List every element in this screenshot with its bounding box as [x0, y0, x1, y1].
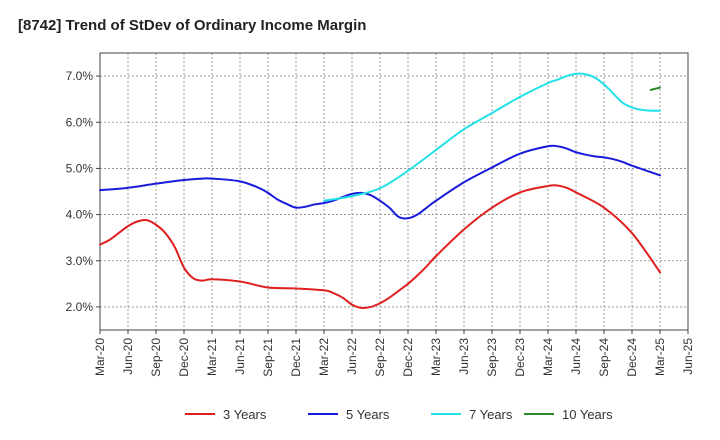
legend-label-7-years: 7 Years	[469, 407, 513, 422]
legend-label-10-years: 10 Years	[562, 407, 613, 422]
y-tick-label: 5.0%	[66, 161, 94, 175]
x-tick-label: Jun-20	[121, 338, 135, 375]
x-tick-label: Dec-20	[177, 338, 191, 377]
y-tick-label: 2.0%	[66, 300, 94, 314]
series-line-5-years	[99, 144, 661, 220]
x-tick-label: Jun-23	[457, 338, 471, 375]
x-tick-label: Mar-22	[317, 338, 331, 376]
legend: 3 Years 5 Years 7 Years 10 Years	[185, 407, 613, 422]
y-tick-label: 7.0%	[66, 69, 94, 83]
x-tick-label: Mar-23	[429, 338, 443, 376]
legend-label-3-years: 3 Years	[223, 407, 267, 422]
x-tick-label: Mar-20	[93, 338, 107, 376]
x-tick-label: Sep-20	[149, 338, 163, 377]
legend-label-5-years: 5 Years	[346, 407, 390, 422]
y-tick-label: 6.0%	[66, 115, 94, 129]
x-tick-label: Mar-24	[541, 338, 555, 376]
x-tick-label: Sep-23	[485, 338, 499, 377]
series-line-7-years	[323, 72, 661, 202]
x-tick-label: Mar-21	[205, 338, 219, 376]
grid	[100, 53, 688, 330]
plot-frame	[99, 52, 689, 331]
series-lines	[99, 72, 661, 309]
x-tick-label: Sep-24	[597, 338, 611, 377]
chart-title: [8742] Trend of StDev of Ordinary Income…	[18, 17, 366, 34]
x-tick-label: Dec-22	[401, 338, 415, 377]
x-tick-label: Jun-22	[345, 338, 359, 375]
x-tick-label: Sep-22	[373, 338, 387, 377]
x-tick-label: Mar-25	[653, 338, 667, 376]
x-tick-label: Dec-24	[625, 338, 639, 377]
series-line-3-years	[99, 184, 661, 309]
x-tick-label: Jun-21	[233, 338, 247, 375]
x-tick-label: Jun-25	[681, 338, 695, 375]
axes: 2.0% 3.0% 4.0% 5.0% 6.0% 7.0% Mar-20 Jun-20 Sep-…	[66, 52, 695, 377]
x-tick-label: Sep-21	[261, 338, 275, 377]
y-tick-label: 4.0%	[66, 208, 94, 222]
x-tick-label: Dec-21	[289, 338, 303, 377]
x-tick-label: Jun-24	[569, 338, 583, 375]
y-tick-label: 3.0%	[66, 254, 94, 268]
x-tick-label: Dec-23	[513, 338, 527, 377]
series-line-10-years	[649, 86, 661, 91]
